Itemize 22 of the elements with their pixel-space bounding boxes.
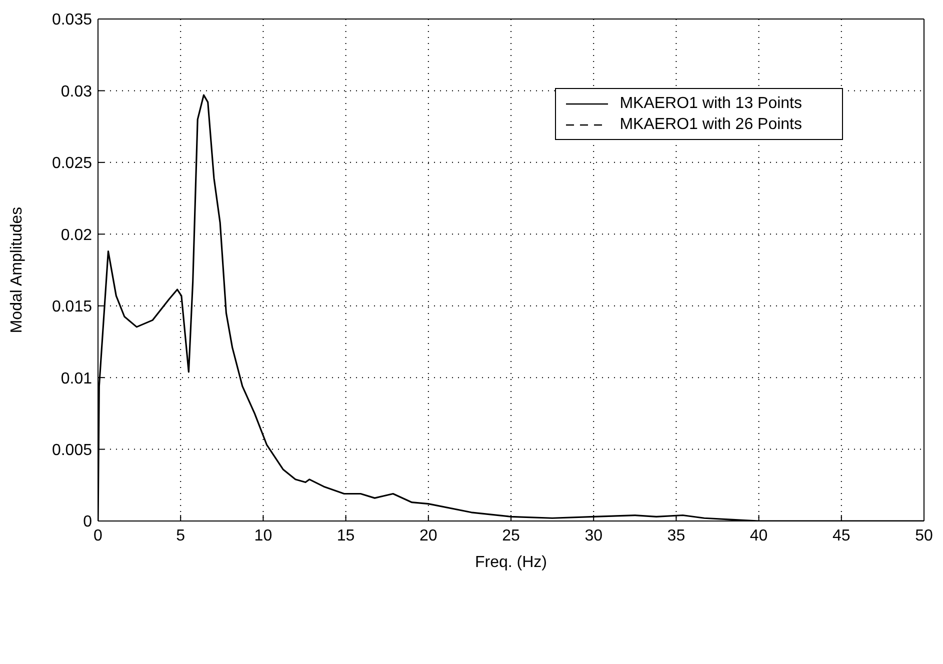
x-tick-label: 40 [750, 527, 768, 544]
x-tick-label: 25 [502, 527, 520, 544]
y-tick-label: 0.025 [52, 155, 92, 172]
y-tick-label: 0.005 [52, 442, 92, 459]
x-tick-label: 5 [176, 527, 186, 544]
x-axis-title: Freq. (Hz) [475, 554, 547, 571]
y-tick-label: 0.01 [60, 370, 92, 388]
y-tick-label: 0.035 [52, 12, 92, 29]
x-tick-label: 45 [832, 527, 850, 544]
x-tick-label: 15 [336, 527, 355, 544]
x-tick-label: 30 [584, 527, 603, 544]
x-tick-label: 20 [420, 527, 438, 544]
x-tick-label: 50 [915, 527, 933, 544]
y-axis-title: Modal Amplitudes [8, 206, 26, 334]
x-tick-label: 35 [667, 527, 686, 544]
y-tick-label: 0.015 [52, 298, 92, 316]
y-tick-label: 0 [83, 514, 92, 531]
y-tick-label: 0.03 [60, 83, 92, 100]
y-tick-label: 0.02 [60, 226, 92, 244]
x-tick-label: 10 [254, 527, 272, 544]
legend-label: MKAERO1 with 26 Points [620, 116, 802, 134]
legend-label: MKAERO1 with 13 Points [620, 94, 802, 112]
